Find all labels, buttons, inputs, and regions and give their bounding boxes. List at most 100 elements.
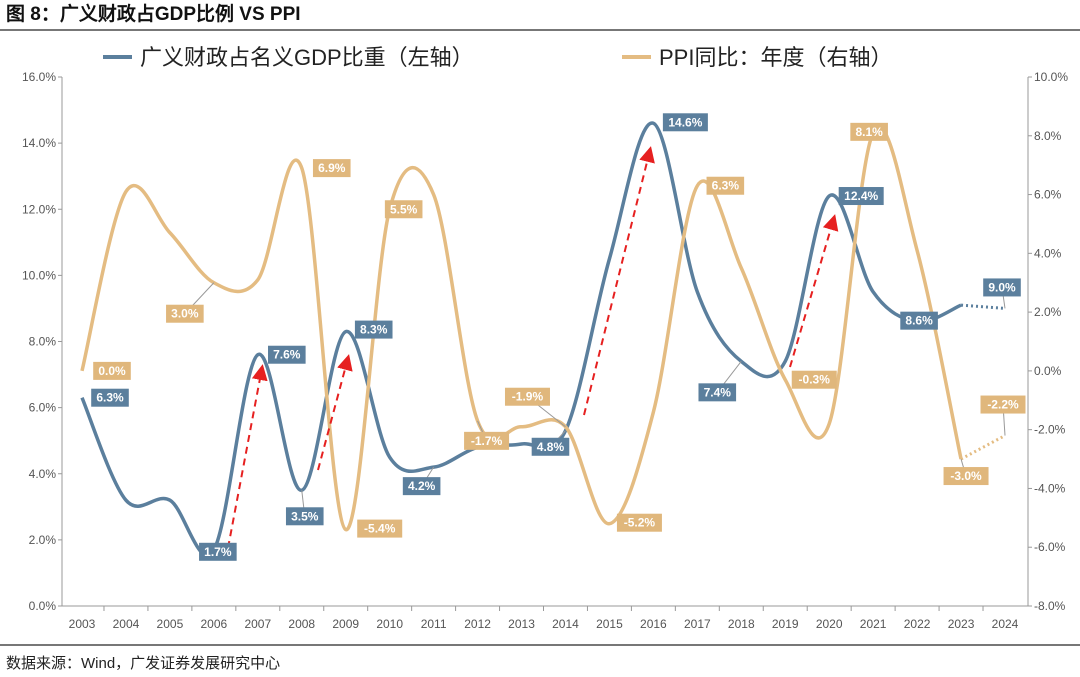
data-label-box: [357, 519, 403, 538]
left-tick-label: 6.0%: [29, 401, 57, 415]
data-label: -1.7%: [471, 434, 503, 448]
data-label: 6.3%: [712, 179, 740, 193]
data-label-box: [312, 159, 351, 178]
left-tick-label: 2.0%: [29, 533, 57, 547]
x-tick-label: 2023: [948, 617, 975, 631]
data-label-box: [698, 383, 737, 402]
data-label-box: [616, 513, 662, 532]
data-label: -2.2%: [987, 398, 1019, 412]
data-label-box: [706, 176, 745, 195]
x-tick-label: 2009: [332, 617, 359, 631]
x-tick-label: 2015: [596, 617, 623, 631]
data-label-box: [980, 395, 1026, 414]
data-label: 1.7%: [204, 545, 232, 559]
data-label-box: [285, 507, 324, 526]
x-tick-label: 2019: [772, 617, 799, 631]
data-label-box: [504, 387, 550, 406]
right-tick-label: 8.0%: [1034, 129, 1062, 143]
legend-fiscal: 广义财政占名义GDP比重（左轴）: [140, 45, 474, 70]
trend-arrow: [583, 146, 655, 416]
data-label: 5.5%: [390, 202, 418, 216]
data-label-box: [983, 278, 1021, 297]
source-note: 数据来源：Wind，广发证券发展研究中心: [6, 655, 280, 672]
x-tick-label: 2006: [201, 617, 228, 631]
data-label-box: [850, 122, 888, 141]
legend: 广义财政占名义GDP比重（左轴） PPI同比：年度（右轴）: [103, 45, 892, 70]
data-label-box: [791, 370, 837, 389]
data-label: 0.0%: [98, 364, 126, 378]
left-tick-label: 4.0%: [29, 467, 57, 481]
right-tick-label: -8.0%: [1034, 599, 1066, 613]
left-tick-label: 0.0%: [29, 599, 57, 613]
data-label-box: [199, 542, 237, 561]
trend-arrow: [227, 364, 268, 549]
legend-ppi: PPI同比：年度（右轴）: [659, 45, 892, 70]
x-tick-label: 2011: [421, 617, 447, 631]
right-tick-label: 10.0%: [1034, 70, 1068, 84]
data-label-box: [268, 345, 306, 364]
x-tick-label: 2016: [640, 617, 667, 631]
data-label: 4.2%: [408, 479, 436, 493]
right-tick-label: -2.0%: [1034, 423, 1066, 437]
left-tick-label: 12.0%: [22, 202, 56, 216]
data-label-box: [354, 320, 393, 339]
data-label-box: [531, 437, 570, 456]
data-label: 6.9%: [318, 161, 346, 175]
x-tick-label: 2024: [992, 617, 1019, 631]
data-label: -1.9%: [512, 390, 544, 404]
data-label: 8.1%: [855, 125, 883, 139]
data-label-box: [402, 477, 441, 496]
right-tick-label: 4.0%: [1034, 246, 1062, 260]
data-label: 4.8%: [537, 440, 565, 454]
data-label: 3.5%: [291, 509, 319, 523]
x-tick-label: 2012: [464, 617, 491, 631]
data-label-box: [900, 311, 938, 330]
data-label: 12.4%: [844, 189, 878, 203]
data-label-box: [93, 361, 131, 380]
x-tick-label: 2004: [113, 617, 140, 631]
data-label-box: [464, 431, 510, 450]
left-tick-label: 8.0%: [29, 335, 57, 349]
x-tick-label: 2017: [684, 617, 711, 631]
left-tick-label: 16.0%: [22, 70, 56, 84]
data-label: -3.0%: [950, 469, 982, 483]
x-tick-label: 2007: [244, 617, 271, 631]
x-tick-label: 2013: [508, 617, 535, 631]
right-tick-label: 2.0%: [1034, 305, 1062, 319]
x-tick-label: 2014: [552, 617, 579, 631]
x-tick-label: 2020: [816, 617, 843, 631]
data-label: 14.6%: [668, 115, 702, 129]
right-tick-label: -4.0%: [1034, 481, 1066, 495]
data-label-box: [384, 200, 423, 219]
x-tick-label: 2005: [157, 617, 184, 631]
x-tick-label: 2021: [860, 617, 887, 631]
right-tick-label: 6.0%: [1034, 188, 1062, 202]
x-tick-label: 2022: [904, 617, 931, 631]
left-tick-label: 14.0%: [22, 136, 56, 150]
data-label: 7.6%: [273, 348, 301, 362]
data-label: 8.3%: [360, 323, 388, 337]
data-label-box: [91, 388, 129, 407]
data-label: -0.3%: [799, 373, 831, 387]
series-projection-fiscal: [960, 303, 1006, 310]
data-label: 3.0%: [171, 307, 199, 321]
left-tick-label: 10.0%: [22, 268, 56, 282]
data-label: 9.0%: [988, 280, 1016, 294]
x-tick-label: 2003: [69, 617, 96, 631]
data-label-box: [838, 187, 884, 206]
x-tick-label: 2010: [376, 617, 403, 631]
series-projection-ppi: [960, 434, 1006, 461]
trend-arrow: [317, 354, 353, 471]
series-line-fiscal: [80, 121, 962, 557]
data-label: 6.3%: [96, 391, 124, 405]
x-tick-label: 2018: [728, 617, 755, 631]
data-label: 8.6%: [905, 314, 933, 328]
chart-title: 图 8：广义财政占GDP比例 VS PPI: [6, 2, 301, 25]
data-label-box: [943, 467, 989, 486]
data-label: -5.2%: [624, 516, 656, 530]
data-label: -5.4%: [364, 522, 396, 536]
series-line-ppi: [80, 125, 963, 532]
x-tick-label: 2008: [288, 617, 315, 631]
data-label-box: [662, 113, 708, 132]
